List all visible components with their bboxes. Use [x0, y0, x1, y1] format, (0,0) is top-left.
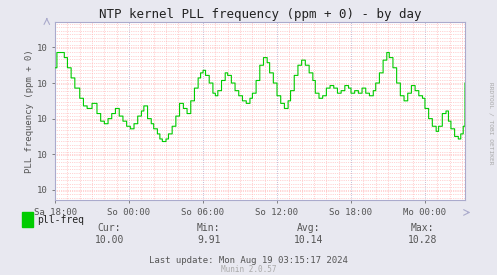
Text: Max:: Max: [411, 223, 434, 233]
Text: 10.28: 10.28 [408, 235, 437, 245]
Text: RRDTOOL / TOBI OETIKER: RRDTOOL / TOBI OETIKER [489, 82, 494, 165]
Text: Last update: Mon Aug 19 03:15:17 2024: Last update: Mon Aug 19 03:15:17 2024 [149, 256, 348, 265]
Title: NTP kernel PLL frequency (ppm + 0) - by day: NTP kernel PLL frequency (ppm + 0) - by … [99, 8, 421, 21]
Y-axis label: PLL frequency (ppm + 0): PLL frequency (ppm + 0) [25, 49, 34, 173]
Text: Cur:: Cur: [97, 223, 121, 233]
Text: Munin 2.0.57: Munin 2.0.57 [221, 265, 276, 274]
Text: 9.91: 9.91 [197, 235, 221, 245]
Text: 10.00: 10.00 [94, 235, 124, 245]
Text: pll-freq: pll-freq [37, 215, 84, 225]
Text: 10.14: 10.14 [293, 235, 323, 245]
Text: Avg:: Avg: [296, 223, 320, 233]
Text: Min:: Min: [197, 223, 221, 233]
